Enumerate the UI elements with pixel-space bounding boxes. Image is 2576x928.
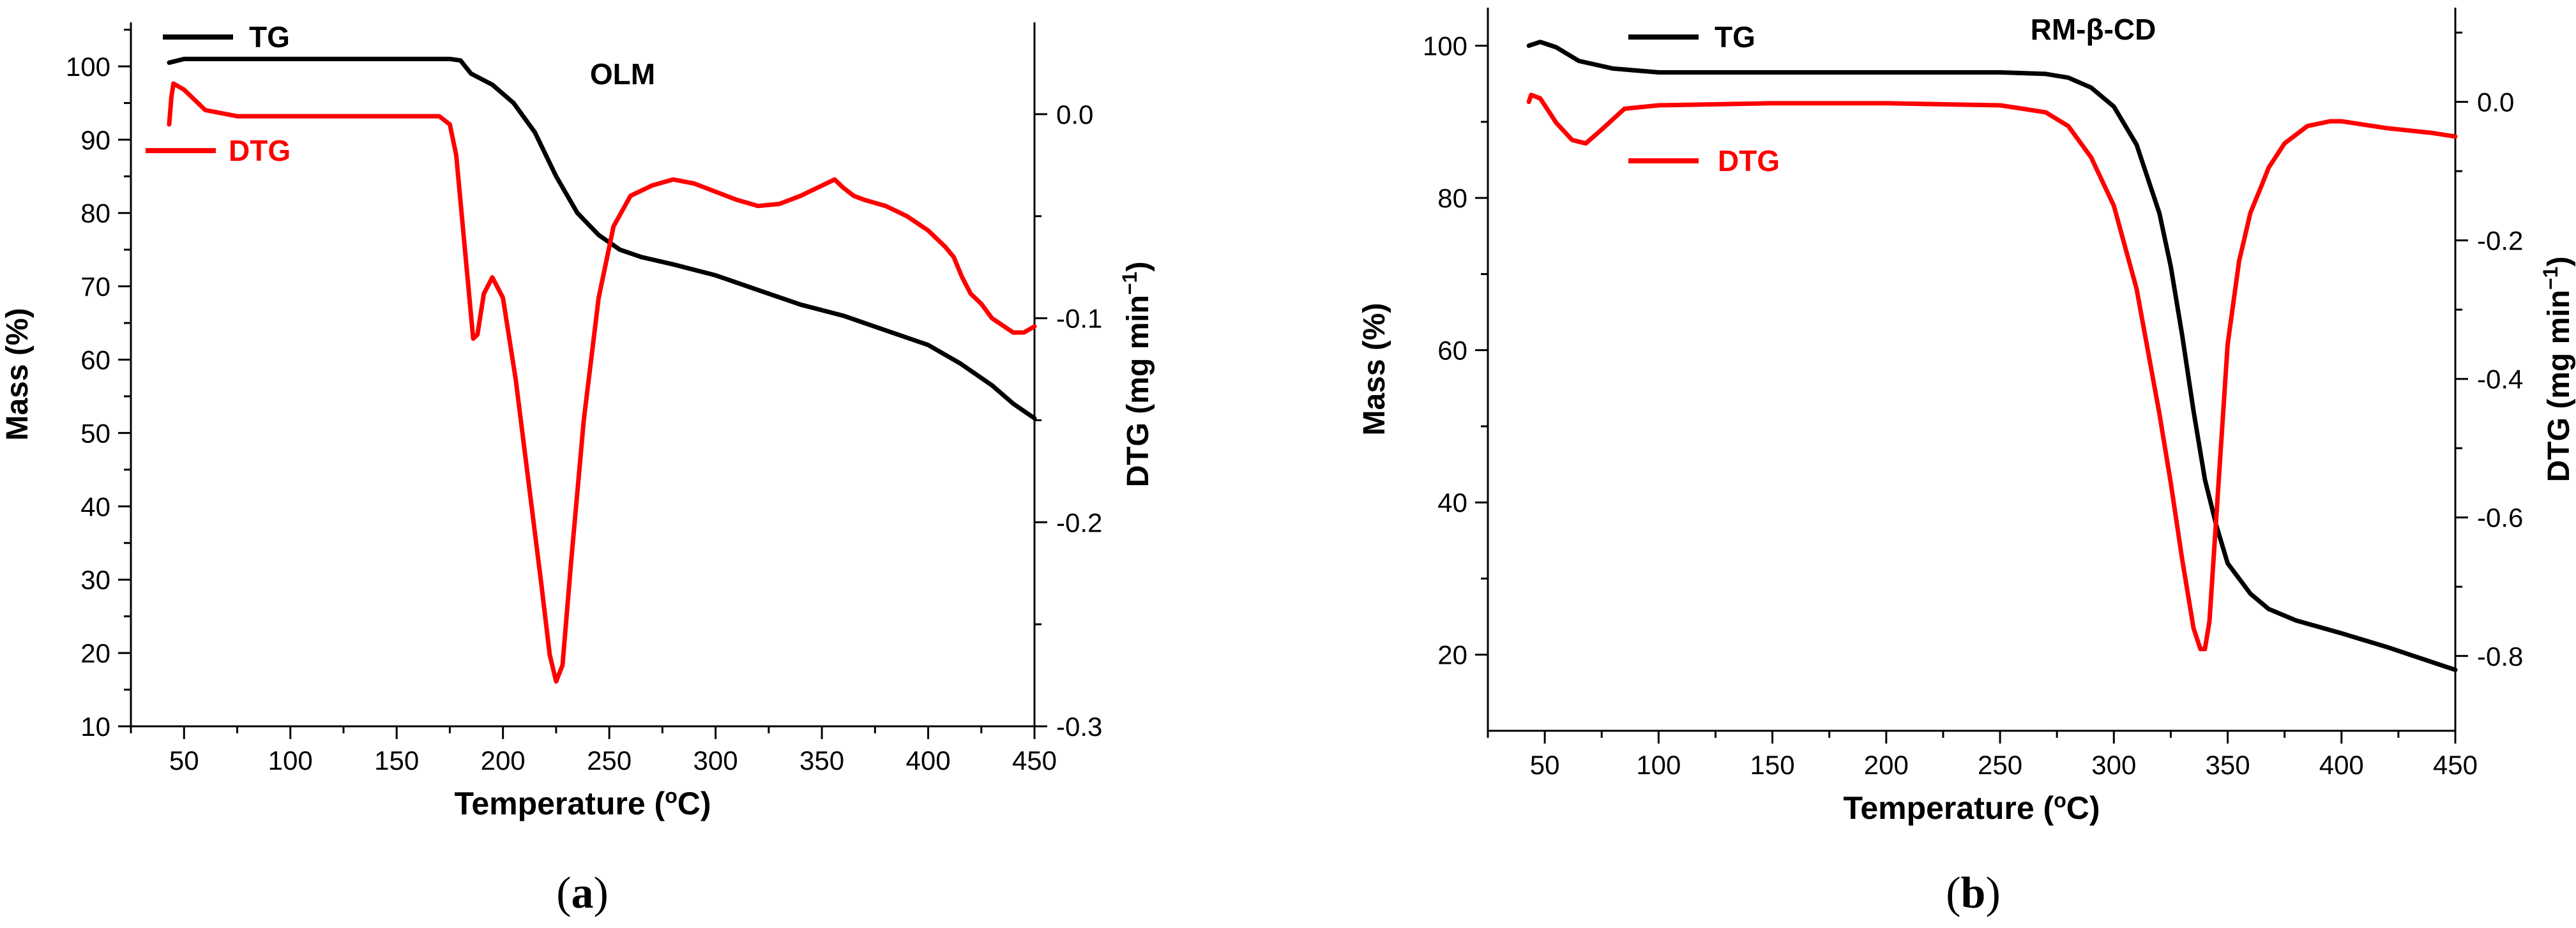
tg-series-line	[1526, 40, 2458, 673]
x-tick-label: 450	[2433, 750, 2478, 780]
x-tick-label: 400	[2319, 750, 2364, 780]
x-tick-label: 50	[1530, 750, 1560, 780]
y-left-tick-label: 20	[1437, 640, 1467, 670]
x-tick-label: 250	[1978, 750, 2022, 780]
y-left-tick-label: 10	[80, 712, 110, 742]
x-tick-label: 300	[2091, 750, 2136, 780]
y-left-tick-label: 40	[1437, 488, 1467, 518]
panel-a-chart: 50 100 150 200 250 300 350 400 450 10 20 30 40 50 60 70…	[1, 20, 1155, 918]
legend-tg-label: TG	[1715, 20, 1755, 54]
y-left-axis-label: Mass (%)	[1, 308, 34, 440]
y-left-tick-label: 100	[66, 52, 110, 82]
panel-label: (a)	[556, 869, 609, 918]
y-left-tick-label: 60	[1437, 336, 1467, 366]
x-tick-label: 100	[268, 745, 313, 775]
y-right-tick-label: -0.6	[2477, 503, 2523, 533]
y-right-tick-label: -0.2	[1056, 507, 1102, 537]
y-right-axis-label: DTG (mg min−1)	[1118, 262, 1155, 488]
y-left-tick-label: 70	[80, 272, 110, 302]
dtg-series-line	[1526, 93, 2458, 652]
y-left-tick-label: 60	[80, 345, 110, 375]
y-left-axis-label: Mass (%)	[1358, 303, 1391, 435]
panel-b-chart: 50 100 150 200 250 300 350 400 450 20 40 60 80 100 -0.…	[1358, 8, 2576, 918]
y-left-tick-label: 40	[80, 491, 110, 521]
y-right-tick-label: 0.0	[2477, 87, 2514, 117]
y-right-tick-label: -0.4	[2477, 364, 2523, 394]
y-right-tick-label: -0.3	[1056, 712, 1102, 742]
x-tick-label: 100	[1636, 750, 1681, 780]
y-left-tick-label: 30	[80, 565, 110, 595]
x-tick-label: 250	[587, 745, 632, 775]
x-tick-label: 150	[374, 745, 419, 775]
x-tick-label: 200	[481, 745, 526, 775]
x-tick-label: 350	[2205, 750, 2250, 780]
x-tick-label: 450	[1012, 745, 1057, 775]
x-tick-label: 50	[169, 745, 199, 775]
y-left-tick-label: 90	[80, 125, 110, 155]
dtg-series-line	[167, 81, 1037, 684]
y-left-tick-label: 20	[80, 638, 110, 668]
legend-dtg-label: DTG	[1718, 144, 1780, 177]
chart-title: OLM	[590, 57, 655, 91]
chart-title: RM-β-CD	[2031, 13, 2156, 46]
legend-dtg-label: DTG	[229, 134, 291, 167]
legend-tg-label: TG	[249, 20, 290, 54]
y-right-tick-label: -0.2	[2477, 226, 2523, 256]
y-right-tick-label: 0.0	[1056, 100, 1093, 130]
y-left-tick-label: 80	[80, 198, 110, 228]
y-left-tick-label: 80	[1437, 183, 1467, 213]
x-tick-label: 150	[1750, 750, 1795, 780]
y-right-axis-label: DTG (mg min−1)	[2539, 257, 2576, 483]
x-tick-label: 350	[799, 745, 844, 775]
y-left-tick-label: 100	[1423, 31, 1467, 61]
x-tick-label: 400	[905, 745, 950, 775]
x-tick-label: 300	[693, 745, 738, 775]
x-tick-label: 200	[1864, 750, 1909, 780]
y-right-tick-label: -0.1	[1056, 304, 1102, 334]
y-right-tick-label: -0.8	[2477, 641, 2523, 671]
y-left-tick-label: 50	[80, 418, 110, 448]
panel-label: (b)	[1946, 869, 2001, 918]
